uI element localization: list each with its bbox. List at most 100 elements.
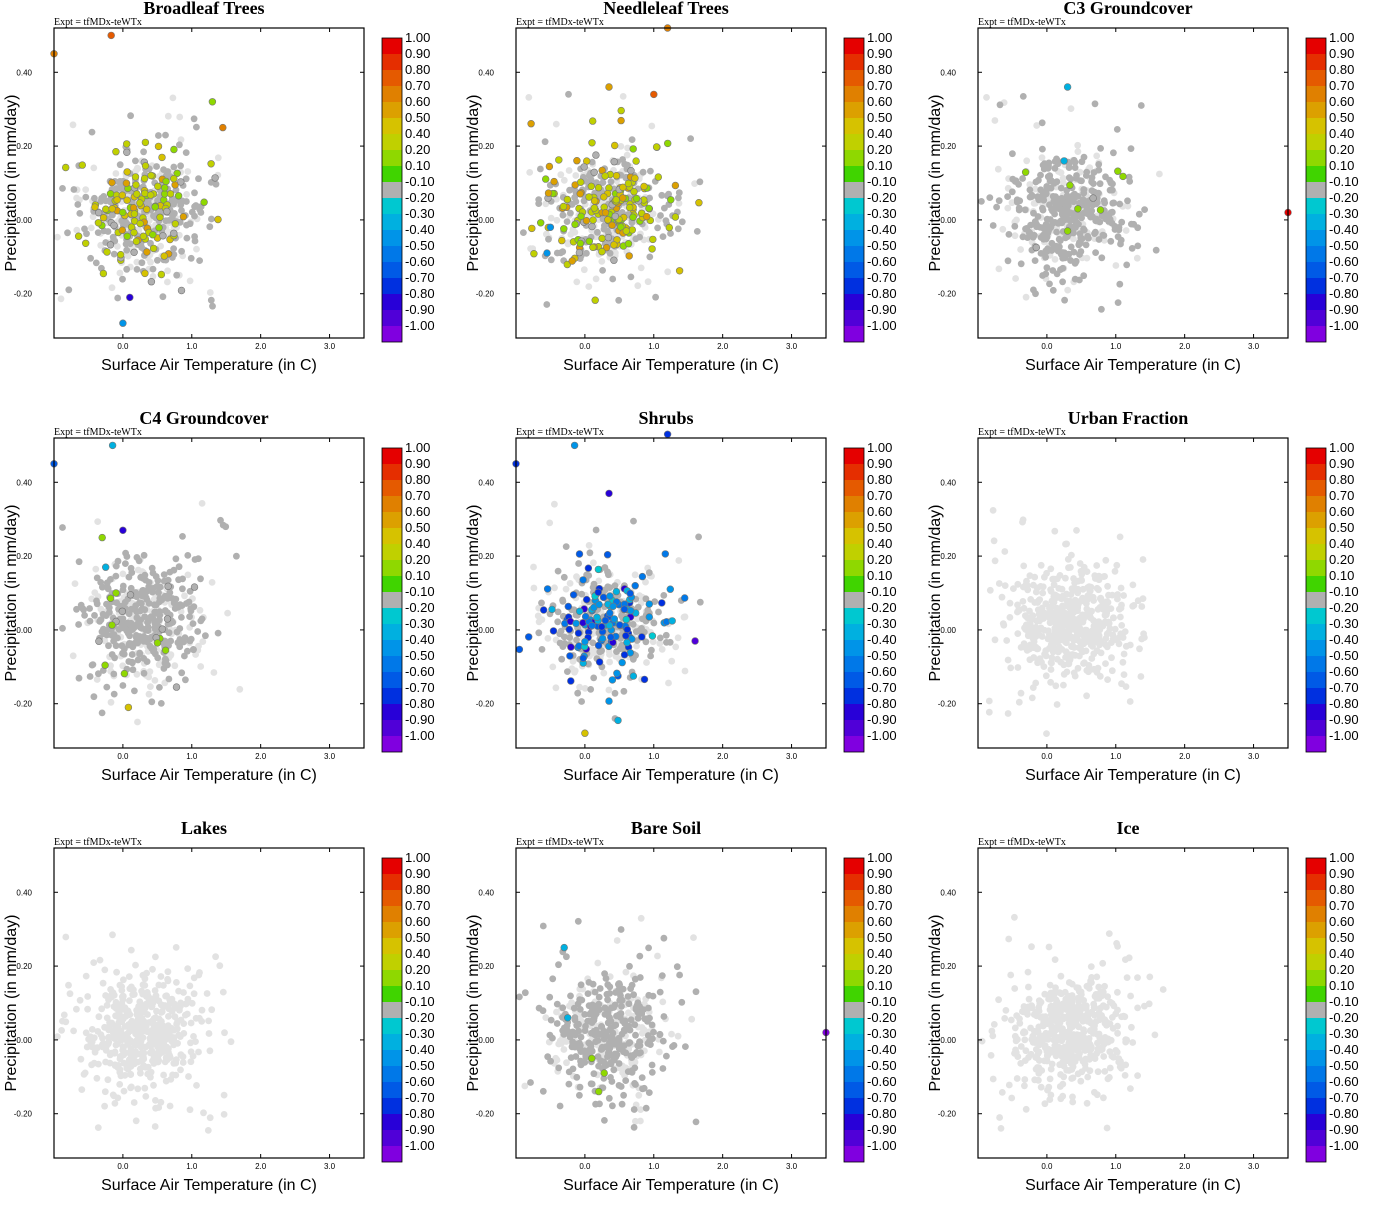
point-colored	[672, 214, 679, 221]
point-gray	[540, 1088, 547, 1095]
colorbar-swatch	[382, 214, 402, 230]
point-colored	[586, 194, 593, 201]
point-gray	[644, 1018, 651, 1025]
point-gray	[606, 1095, 613, 1102]
point-gray	[167, 569, 174, 576]
point-light	[152, 954, 159, 961]
point-gray	[137, 608, 144, 615]
point-light	[1140, 630, 1147, 637]
colorbar-label: -0.20	[405, 600, 435, 615]
point-gray	[603, 975, 610, 982]
colorbar-swatch	[382, 54, 402, 70]
colorbar-label: -1.00	[867, 1138, 897, 1153]
point-light	[1092, 575, 1099, 582]
colorbar-swatch	[844, 922, 864, 938]
point-light	[170, 95, 177, 102]
point-light	[1138, 673, 1145, 680]
point-gray	[110, 638, 117, 645]
colorbar-swatch	[844, 1002, 864, 1018]
point-colored	[598, 623, 605, 630]
point-gray	[632, 1032, 639, 1039]
point-colored	[120, 320, 127, 327]
colorbar-swatch	[382, 528, 402, 544]
point-light	[190, 1053, 197, 1060]
point-colored	[575, 630, 582, 637]
x-axis-label: Surface Air Temperature (in C)	[563, 357, 779, 374]
point-gray	[602, 1004, 609, 1011]
colorbar-swatch	[844, 624, 864, 640]
point-gray	[567, 993, 574, 1000]
colorbar-swatch	[844, 986, 864, 1002]
point-colored	[178, 287, 185, 294]
colorbar-swatch	[382, 230, 402, 246]
point-light	[1042, 1100, 1049, 1107]
point-light	[1061, 671, 1068, 678]
colorbar-swatch	[382, 496, 402, 512]
point-gray	[657, 635, 664, 642]
point-gray	[105, 642, 112, 649]
point-gray	[76, 675, 83, 682]
point-gray	[140, 638, 147, 645]
point-colored	[1022, 169, 1029, 176]
point-colored	[143, 206, 150, 213]
point-gray	[117, 180, 124, 187]
point-light	[152, 1123, 159, 1130]
colorbar-label: -0.30	[867, 206, 897, 221]
colorbar-label: 0.10	[867, 978, 892, 993]
point-gray	[663, 639, 670, 646]
point-gray	[1059, 265, 1066, 272]
point-colored	[621, 606, 628, 613]
colorbar-swatch	[844, 688, 864, 704]
point-light	[996, 580, 1003, 587]
y-tick-label: -0.20	[14, 1110, 33, 1119]
point-light	[54, 1033, 61, 1040]
colorbar-swatch	[382, 922, 402, 938]
point-gray	[609, 1035, 616, 1042]
point-gray	[695, 534, 702, 541]
colorbar-swatch	[1306, 198, 1326, 214]
point-light	[995, 996, 1002, 1003]
point-light	[61, 1012, 68, 1019]
colorbar-label: -0.80	[867, 696, 897, 711]
point-light	[90, 959, 97, 966]
point-light	[1054, 616, 1061, 623]
point-colored	[586, 238, 593, 245]
colorbar-label: -0.20	[867, 1010, 897, 1025]
point-light	[205, 1127, 212, 1134]
point-gray	[109, 651, 116, 658]
colorbar-swatch	[844, 672, 864, 688]
point-gray	[1016, 205, 1023, 212]
colorbar-label: 0.40	[405, 126, 430, 141]
point-gray	[145, 586, 152, 593]
point-gray	[1045, 227, 1052, 234]
point-light	[134, 1011, 141, 1018]
colorbar-swatch	[382, 858, 402, 874]
point-gray	[143, 594, 150, 601]
point-gray	[631, 1021, 638, 1028]
x-tick-label: 1.0	[1110, 752, 1122, 761]
point-light	[1037, 616, 1044, 623]
point-light	[91, 589, 98, 596]
colorbar-label: -0.60	[1329, 254, 1359, 269]
colorbar-label: 0.90	[405, 866, 430, 881]
point-light	[593, 276, 600, 283]
point-light	[180, 1020, 187, 1027]
point-gray	[667, 230, 674, 237]
point-light	[566, 167, 573, 174]
point-gray	[134, 640, 141, 647]
point-gray	[573, 637, 580, 644]
point-light	[526, 169, 533, 176]
colorbar-swatch	[382, 1114, 402, 1130]
point-light	[656, 1049, 663, 1056]
point-gray	[596, 994, 603, 1001]
point-gray	[191, 189, 198, 196]
colorbar-label: -0.70	[867, 270, 897, 285]
point-colored	[155, 143, 162, 150]
point-colored	[219, 124, 226, 131]
colorbar-swatch	[844, 1034, 864, 1050]
point-gray	[150, 266, 157, 273]
point-light	[1127, 642, 1134, 649]
colorbar-swatch	[382, 1130, 402, 1146]
point-gray	[630, 518, 637, 525]
